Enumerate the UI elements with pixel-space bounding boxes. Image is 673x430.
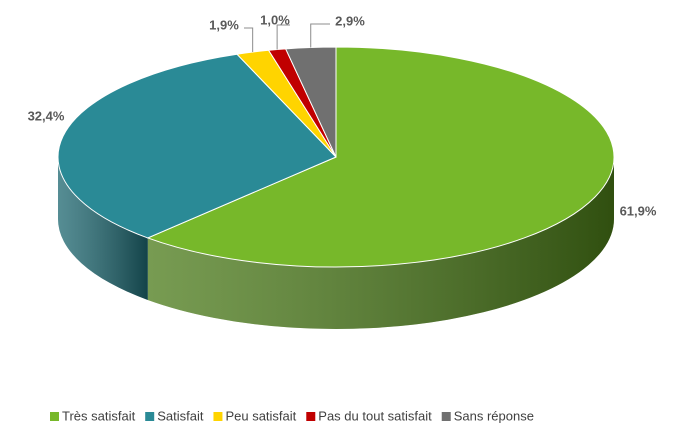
- legend-label: Pas du tout satisfait: [318, 408, 432, 423]
- pie-slice: [146, 46, 615, 268]
- leader-line: [310, 23, 330, 48]
- legend-swatch: [50, 412, 59, 421]
- legend-label: Très satisfait: [62, 408, 136, 423]
- data-label: 32,4%: [28, 108, 65, 123]
- pie-side-shade: [58, 157, 148, 300]
- data-label: 2,9%: [335, 13, 365, 28]
- data-label: 1,9%: [209, 17, 239, 32]
- pie-tops: [57, 46, 615, 268]
- pie-sides: [58, 157, 614, 329]
- pie-slice: [284, 46, 337, 158]
- pie-slice: [57, 53, 337, 239]
- legend-swatch: [145, 412, 155, 421]
- legend: Très satisfait Satisfait Peu satisfait Pas …: [50, 408, 534, 423]
- legend-swatch: [441, 412, 451, 421]
- legend-label: Sans réponse: [454, 408, 534, 423]
- data-label: 1,0%: [260, 12, 290, 27]
- pie-side-shade: [147, 157, 614, 329]
- data-labels: 61,9% 32,4% 1,9% 1,0% 2,9%: [28, 12, 657, 218]
- leader-line: [244, 27, 254, 53]
- leader-line: [276, 24, 290, 50]
- data-label: 61,9%: [620, 203, 657, 218]
- legend-swatch: [306, 412, 316, 421]
- legend-label: Peu satisfait: [225, 408, 296, 423]
- legend-label: Satisfait: [157, 408, 204, 423]
- legend-swatch: [213, 412, 223, 421]
